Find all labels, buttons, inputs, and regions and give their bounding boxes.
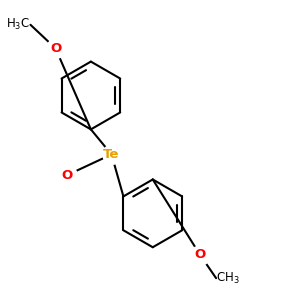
Text: H$_3$C: H$_3$C — [6, 17, 31, 32]
Text: O: O — [50, 42, 61, 55]
Text: O: O — [194, 248, 206, 261]
Text: Te: Te — [103, 148, 120, 161]
Text: O: O — [62, 169, 73, 182]
Text: CH$_3$: CH$_3$ — [216, 271, 240, 286]
